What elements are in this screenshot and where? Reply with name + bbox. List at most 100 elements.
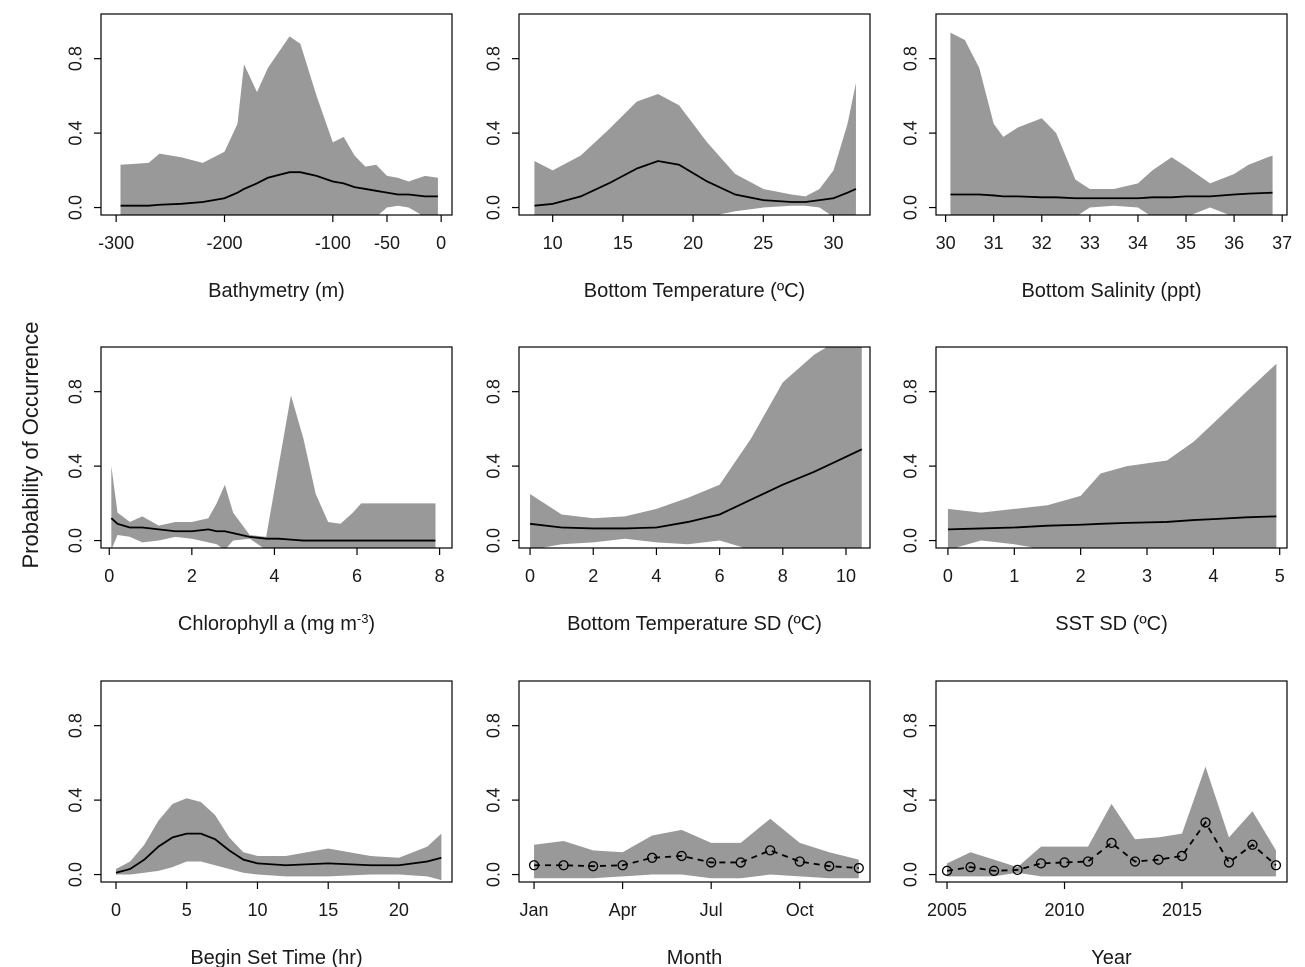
- y-axis-label: Probability of Occurrence: [18, 322, 43, 569]
- x-axis-label: Year: [1091, 947, 1132, 967]
- superscript: -3: [357, 611, 369, 626]
- point: [1223, 857, 1235, 868]
- x-tick-label: 36: [1224, 233, 1244, 253]
- x-tick-label: 0: [104, 566, 114, 586]
- x-tick-label: 10: [836, 566, 856, 586]
- point: [853, 862, 864, 874]
- y-tick-label: 0.0: [901, 528, 921, 553]
- confidence-band: [530, 347, 862, 548]
- x-axis-label: Bottom Temperature (ºC): [584, 280, 805, 302]
- point: [706, 857, 717, 868]
- confidence-band: [947, 363, 1277, 548]
- point: [1059, 857, 1070, 868]
- x-tick-label: 5: [182, 900, 192, 920]
- point: [1153, 854, 1164, 865]
- x-tick-label: 32: [1032, 233, 1052, 253]
- x-tick-label: 30: [936, 233, 956, 253]
- x-tick-label: 2005: [927, 900, 967, 920]
- point: [1106, 837, 1117, 849]
- point: [1035, 858, 1047, 869]
- x-tick-label: 2010: [1044, 900, 1084, 920]
- x-tick-label: 3: [1142, 566, 1152, 586]
- y-tick-label: 0.8: [484, 379, 504, 404]
- y-tick-label: 0.0: [484, 528, 504, 553]
- x-tick-label: 4: [651, 566, 661, 586]
- x-axis-label: Chlorophyll a (mg m-3): [178, 611, 375, 636]
- point: [735, 857, 746, 868]
- y-tick-label: 0.0: [66, 528, 86, 553]
- point: [794, 856, 805, 867]
- mean-line: [120, 171, 438, 207]
- x-tick-label: 33: [1080, 233, 1100, 253]
- y-tick-label: 0.4: [66, 788, 86, 813]
- y-tick-label: 0.4: [66, 454, 86, 479]
- y-tick-label: 0.4: [66, 121, 86, 146]
- x-tick-label: 10: [247, 900, 267, 920]
- x-tick-label: 37: [1272, 233, 1292, 253]
- x-tick-label: 6: [715, 566, 725, 586]
- point: [1270, 860, 1282, 871]
- x-tick-label: 34: [1128, 233, 1148, 253]
- plot-frame: [100, 346, 453, 549]
- panel: [110, 395, 436, 548]
- confidence-band: [115, 798, 442, 881]
- panel: [947, 363, 1277, 548]
- mean-line: [950, 191, 1273, 200]
- y-tick-label: 0.4: [901, 454, 921, 479]
- x-tick-label: -50: [374, 233, 400, 253]
- x-axis-label: Bottom Temperature SD (ºC): [567, 613, 822, 635]
- y-tick-label: 0.4: [484, 454, 504, 479]
- mean-line: [534, 160, 857, 207]
- x-tick-label: 20: [389, 900, 409, 920]
- plot-frame: [518, 13, 871, 216]
- point: [1082, 856, 1094, 867]
- point: [528, 860, 540, 871]
- panel: [941, 766, 1282, 877]
- point: [941, 865, 953, 876]
- y-tick-label: 0.0: [901, 195, 921, 220]
- x-tick-label: 0: [525, 566, 535, 586]
- x-tick-label: 20: [683, 233, 703, 253]
- x-tick-label: 2: [1076, 566, 1086, 586]
- y-tick-label: 0.8: [484, 46, 504, 71]
- plot-frame: [935, 680, 1288, 883]
- panel: [534, 82, 857, 215]
- plot-frame: [935, 346, 1288, 549]
- x-tick-label: -100: [315, 233, 351, 253]
- point: [1129, 856, 1141, 867]
- y-tick-label: 0.8: [901, 713, 921, 738]
- plot-frame: [100, 13, 453, 216]
- confidence-band: [950, 32, 1273, 215]
- x-axis-label: SST SD (ºC): [1055, 613, 1168, 635]
- x-axis-label: Bottom Salinity (ppt): [1021, 280, 1201, 302]
- x-tick-label: Oct: [786, 900, 814, 920]
- y-tick-label: 0.8: [66, 379, 86, 404]
- mean-line: [529, 448, 863, 530]
- point: [646, 852, 658, 863]
- x-tick-label: 15: [613, 233, 633, 253]
- y-tick-label: 0.8: [484, 713, 504, 738]
- panel: [528, 818, 864, 879]
- panel: [529, 347, 863, 548]
- y-tick-label: 0.8: [66, 46, 86, 71]
- y-tick-label: 0.0: [484, 862, 504, 887]
- mean-line: [947, 515, 1277, 531]
- x-tick-label: 4: [1208, 566, 1218, 586]
- x-tick-label: Apr: [609, 900, 637, 920]
- mean-line: [946, 820, 1277, 872]
- y-tick-label: 0.4: [484, 788, 504, 813]
- confidence-band: [111, 395, 436, 548]
- x-tick-label: 15: [318, 900, 338, 920]
- x-tick-label: 1: [1009, 566, 1019, 586]
- point: [824, 861, 835, 872]
- point: [1200, 817, 1211, 828]
- x-tick-label: 2: [588, 566, 598, 586]
- point: [558, 860, 569, 871]
- point: [988, 865, 1000, 876]
- x-tick-label: 2015: [1162, 900, 1202, 920]
- x-tick-label: 5: [1275, 566, 1285, 586]
- y-tick-label: 0.4: [484, 121, 504, 146]
- y-tick-label: 0.0: [66, 862, 86, 887]
- label-part: ): [368, 613, 375, 635]
- x-tick-label: 2: [187, 566, 197, 586]
